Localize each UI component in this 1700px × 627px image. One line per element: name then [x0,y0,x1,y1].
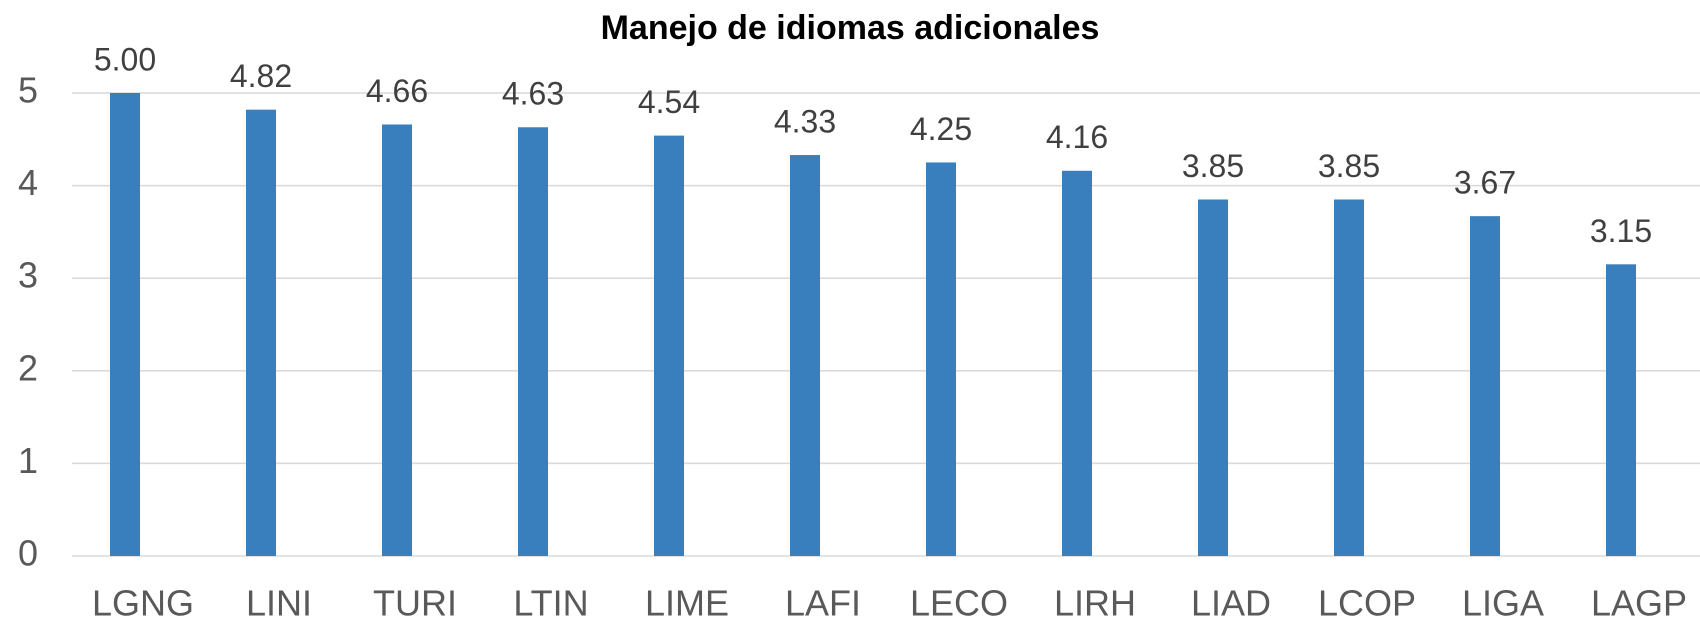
bar [790,155,820,557]
value-label: 4.25 [910,111,972,147]
value-label: 3.67 [1454,165,1516,201]
bar [246,109,276,556]
x-tick-label: LINI [246,583,312,624]
bar [926,162,956,556]
y-tick-label: 1 [18,440,38,481]
x-tick-label: TURI [373,583,457,624]
chart-title: Manejo de idiomas adicionales [601,9,1100,47]
bar [1606,264,1636,556]
y-tick-label: 2 [18,347,38,388]
value-label: 5.00 [94,41,156,77]
bar [654,135,684,556]
bar [110,93,140,556]
x-tick-label: LAGP [1591,583,1687,624]
value-label: 4.63 [502,76,564,112]
y-tick-label: 3 [18,255,38,296]
x-tick-label: LIME [645,583,729,624]
x-tick-label: LIAD [1191,583,1271,624]
y-tick-label: 5 [18,70,38,111]
x-tick-label: LECO [910,583,1008,624]
value-label: 4.54 [638,84,700,120]
value-label: 4.82 [230,58,292,94]
value-label: 4.16 [1046,119,1108,155]
x-tick-label: LGNG [92,583,194,624]
y-tick-label: 4 [18,162,38,203]
x-tick-label: LIRH [1054,583,1136,624]
value-label: 4.33 [774,103,836,139]
value-label: 3.15 [1590,213,1652,249]
bar [1062,170,1092,556]
x-tick-label: LTIN [513,583,588,624]
y-tick-label: 0 [18,533,38,574]
bar [1470,216,1500,556]
x-tick-label: LAFI [785,583,861,624]
value-label: 4.66 [366,73,428,109]
bar [1198,199,1228,557]
bar [518,127,548,557]
bar [382,124,412,556]
bar [1334,199,1364,557]
x-tick-label: LIGA [1462,583,1544,624]
x-tick-label: LCOP [1318,583,1416,624]
